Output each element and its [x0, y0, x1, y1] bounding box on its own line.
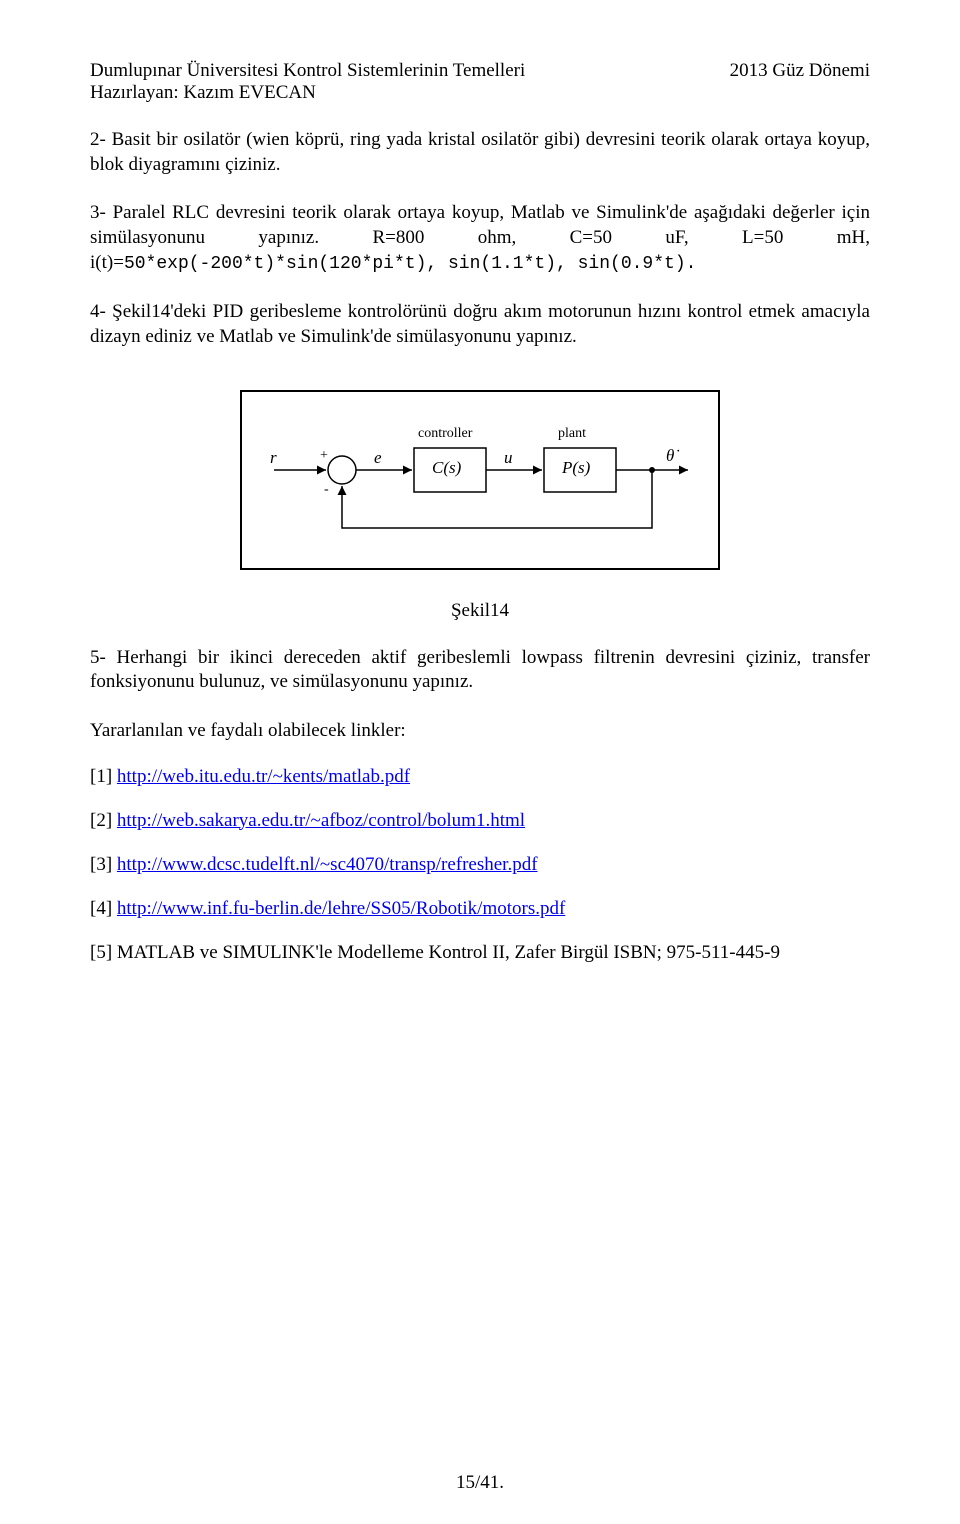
- reference-5: [5] MATLAB ve SIMULINK'le Modelleme Kont…: [90, 942, 870, 964]
- reference-1: [1] http://web.itu.edu.tr/~kents/matlab.…: [90, 766, 870, 788]
- header-left-line1: Dumlupınar Üniversitesi Kontrol Sistemle…: [90, 60, 525, 82]
- reference-4: [4] http://www.inf.fu-berlin.de/lehre/SS…: [90, 898, 870, 920]
- ref-4-prefix: [4]: [90, 898, 117, 919]
- references-title: Yararlanılan ve faydalı olabilecek linkl…: [90, 719, 870, 744]
- page-header: Dumlupınar Üniversitesi Kontrol Sistemle…: [90, 60, 870, 104]
- question-4: 4- Şekil14'deki PID geribesleme kontrolö…: [90, 300, 870, 349]
- ref-3-prefix: [3]: [90, 854, 117, 875]
- ref-2-link[interactable]: http://web.sakarya.edu.tr/~afboz/control…: [117, 810, 525, 831]
- label-theta: θ̇: [666, 446, 674, 466]
- label-controller: controller: [418, 426, 472, 442]
- figure-container: r + - e controller C(s) u plant P(s) θ̇: [90, 390, 870, 570]
- label-c-of-s: C(s): [432, 458, 461, 478]
- ref-1-prefix: [1]: [90, 766, 117, 787]
- header-right: 2013 Güz Dönemi: [730, 60, 870, 104]
- label-r: r: [270, 448, 277, 468]
- label-plus: +: [320, 448, 328, 464]
- figure-caption: Şekil14: [90, 600, 870, 622]
- header-left: Dumlupınar Üniversitesi Kontrol Sistemle…: [90, 60, 525, 104]
- question-2: 2- Basit bir osilatör (wien köprü, ring …: [90, 128, 870, 177]
- ref-2-prefix: [2]: [90, 810, 117, 831]
- label-e: e: [374, 448, 382, 468]
- question-5: 5- Herhangi bir ikinci dereceden aktif g…: [90, 646, 870, 695]
- ref-1-link[interactable]: http://web.itu.edu.tr/~kents/matlab.pdf: [117, 766, 410, 787]
- question-3: 3- Paralel RLC devresini teorik olarak o…: [90, 201, 870, 276]
- label-minus: -: [324, 482, 329, 498]
- page-number: 15/41.: [0, 1472, 960, 1494]
- block-diagram: r + - e controller C(s) u plant P(s) θ̇: [240, 390, 720, 570]
- header-left-line2: Hazırlayan: Kazım EVECAN: [90, 82, 525, 104]
- label-p-of-s: P(s): [562, 458, 590, 478]
- reference-3: [3] http://www.dcsc.tudelft.nl/~sc4070/t…: [90, 854, 870, 876]
- reference-2: [2] http://web.sakarya.edu.tr/~afboz/con…: [90, 810, 870, 832]
- diagram-svg: [264, 410, 700, 540]
- ref-3-link[interactable]: http://www.dcsc.tudelft.nl/~sc4070/trans…: [117, 854, 538, 875]
- ref-4-link[interactable]: http://www.inf.fu-berlin.de/lehre/SS05/R…: [117, 898, 565, 919]
- question-3-code: 50*exp(-200*t)*sin(120*pi*t), sin(1.1*t)…: [124, 254, 697, 274]
- label-plant: plant: [558, 426, 586, 442]
- label-u: u: [504, 448, 513, 468]
